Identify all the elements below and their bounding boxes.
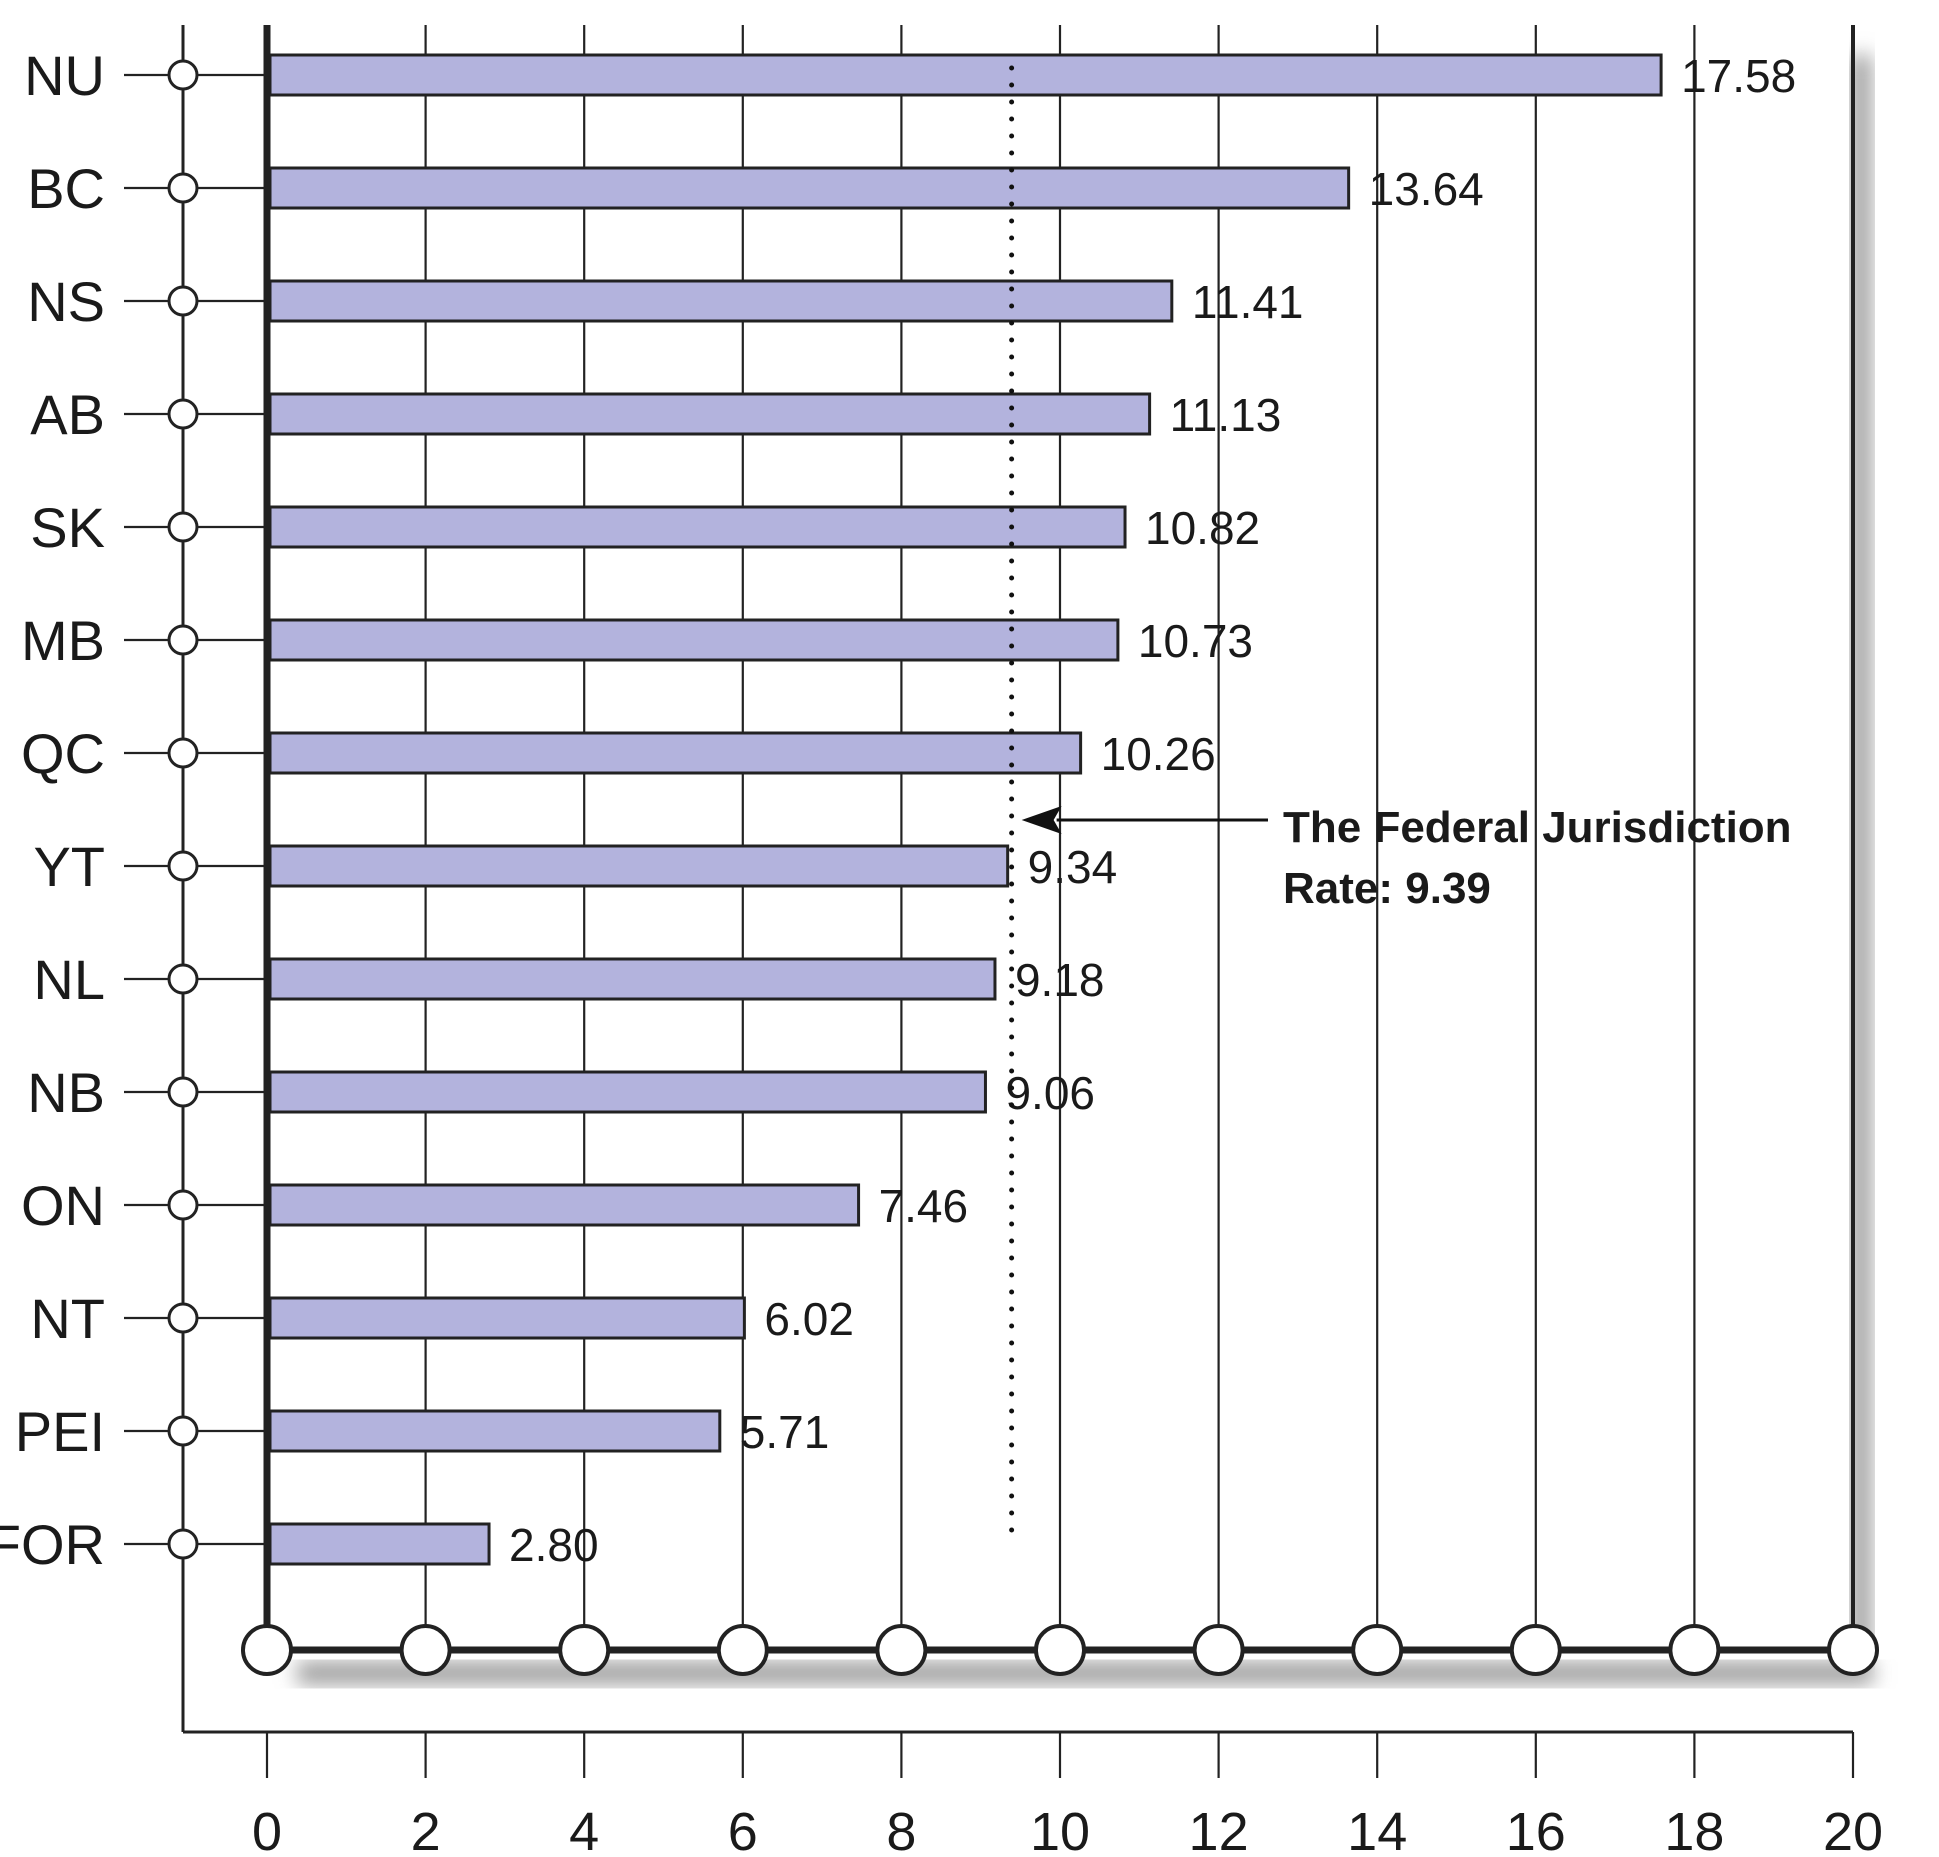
x-axis-marker [1827,1624,1879,1676]
category-marker [167,1415,199,1447]
category-label-bc: BC [27,157,105,220]
value-label: 10.73 [1138,615,1253,667]
bars: 17.58 13.64 11.41 11.13 10.82 10.73 10.26 9.34 9… [268,50,1796,1571]
bar-qc [268,731,1083,775]
bar-pei [268,1409,722,1453]
category-label-mb: MB [21,609,105,672]
value-label: 10.82 [1145,502,1260,554]
value-label: 9.18 [1015,954,1105,1006]
category-marker [167,850,199,882]
value-label: 7.46 [879,1180,969,1232]
bar-for [268,1522,491,1566]
x-tick-label: 6 [728,1802,758,1857]
category-label-nu: NU [24,44,105,107]
reference-label-line2: Rate: 9.39 [1283,864,1491,913]
bar-nt [268,1296,746,1340]
value-label: 13.64 [1369,163,1484,215]
category-marker [167,59,199,91]
x-axis-marker [875,1624,928,1676]
bar-on [268,1183,861,1227]
category-label-ns: NS [27,270,105,333]
value-label: 9.34 [1028,841,1118,893]
category-label-nb: NB [27,1061,105,1124]
shadow-bottom [297,1662,1873,1684]
category-marker [167,963,199,995]
category-marker [167,1076,199,1108]
value-label: 5.71 [740,1406,830,1458]
x-tick-label: 2 [411,1802,441,1857]
bar-sk [268,505,1127,549]
category-label-ab: AB [30,383,105,446]
bar-nl [268,957,997,1001]
category-label-qc: QC [21,722,105,785]
category-marker [167,624,199,656]
bar-ab [268,392,1152,436]
plot-drop-shadow [297,55,1873,1684]
x-axis-marker [1668,1624,1721,1676]
category-label-on: ON [21,1174,105,1237]
category-marker [167,1302,199,1334]
x-tick-label: 10 [1030,1802,1090,1857]
reference-label-line1: The Federal Jurisdiction [1283,803,1792,852]
value-label: 2.80 [509,1519,599,1571]
x-tick-label: 0 [252,1802,282,1857]
x-axis-marker [558,1624,611,1676]
x-axis-marker [1034,1624,1086,1676]
x-tick-label: 8 [886,1802,916,1857]
value-label: 11.41 [1192,276,1304,328]
x-tick-label: 4 [569,1802,599,1857]
bar-mb [268,618,1120,662]
bar-nu [268,53,1663,97]
bar-ns [268,279,1174,323]
category-marker [167,511,199,543]
category-label-sk: SK [30,496,105,559]
x-tick-label: 16 [1506,1802,1566,1857]
category-label-nl: NL [33,948,105,1011]
category-label-pei: PEI [15,1400,105,1463]
category-marker [167,398,199,430]
x-axis-marker [399,1624,452,1676]
category-label-nt: NT [30,1287,105,1350]
value-label: 17.58 [1681,50,1796,102]
x-tick-label: 14 [1347,1802,1407,1857]
bar-yt [268,844,1010,888]
category-marker [167,737,199,769]
x-axis-marker [1509,1624,1562,1676]
category-marker [167,1528,199,1560]
x-tick-label: 20 [1823,1802,1883,1857]
x-tick-label: 12 [1189,1802,1249,1857]
shadow-right [1851,55,1871,1660]
category-axis: NU BC NS AB SK MB QC YT NL NB ON NT PEI FOR [0,44,264,1576]
category-label-yt: YT [33,835,105,898]
reference-arrow-head [1021,806,1062,834]
value-label: 9.06 [1005,1067,1095,1119]
x-axis-marker [716,1624,769,1676]
x-axis-marker [1192,1624,1245,1676]
x-axis-marker [1351,1624,1404,1676]
value-label: 6.02 [764,1293,854,1345]
bar-bc [268,166,1351,210]
category-marker [167,285,199,317]
category-marker [167,172,199,204]
value-label: 11.13 [1170,389,1282,441]
value-label: 10.26 [1101,728,1216,780]
x-axis: 0 2 4 6 8 10 12 14 16 18 20 [241,1624,1883,1857]
category-marker [167,1189,199,1221]
category-label-for: FOR [0,1513,105,1576]
bar-nb [268,1070,987,1114]
x-tick-label: 18 [1664,1802,1724,1857]
reference-line-group: The Federal Jurisdiction Rate: 9.39 [1009,65,1792,1548]
x-axis-marker [241,1624,293,1676]
